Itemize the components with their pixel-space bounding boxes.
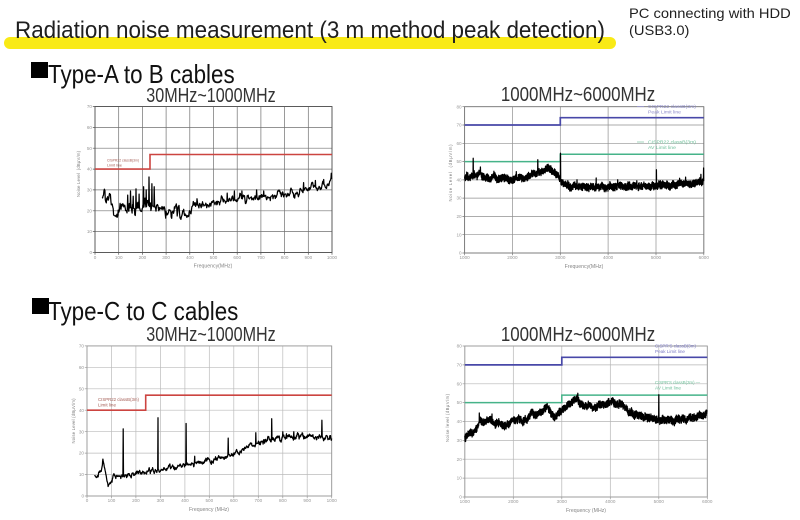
svg-text:30: 30 bbox=[79, 429, 85, 434]
svg-text:60: 60 bbox=[457, 381, 463, 386]
svg-text:60: 60 bbox=[456, 141, 462, 146]
svg-text:30: 30 bbox=[456, 196, 462, 201]
svg-text:4000: 4000 bbox=[603, 255, 614, 260]
svg-text:500: 500 bbox=[210, 255, 218, 260]
svg-text:10: 10 bbox=[79, 472, 85, 477]
svg-text:1000: 1000 bbox=[460, 499, 471, 504]
svg-text:0: 0 bbox=[86, 498, 89, 503]
svg-text:70: 70 bbox=[79, 344, 85, 349]
svg-text:70: 70 bbox=[87, 104, 93, 109]
svg-text:AV Limit line: AV Limit line bbox=[648, 145, 676, 151]
svg-text:Frequency (MHz): Frequency (MHz) bbox=[566, 508, 606, 514]
svg-text:CISPR22 classB(3m): CISPR22 classB(3m) bbox=[107, 158, 140, 163]
svg-text:20: 20 bbox=[456, 214, 462, 219]
svg-text:200: 200 bbox=[139, 255, 147, 260]
svg-text:50: 50 bbox=[456, 159, 462, 164]
svg-text:30: 30 bbox=[457, 438, 463, 443]
svg-text:700: 700 bbox=[254, 498, 262, 503]
svg-text:30: 30 bbox=[87, 188, 93, 193]
svg-text:6000: 6000 bbox=[702, 499, 713, 504]
svg-text:0: 0 bbox=[89, 250, 92, 255]
svg-text:0: 0 bbox=[81, 494, 84, 499]
svg-text:5000: 5000 bbox=[651, 255, 662, 260]
svg-text:3000: 3000 bbox=[557, 499, 568, 504]
svg-text:Frequency(MHz): Frequency(MHz) bbox=[565, 264, 604, 270]
svg-text:4000: 4000 bbox=[605, 499, 616, 504]
svg-text:CISPR'S classB(3m): CISPR'S classB(3m) bbox=[655, 344, 696, 349]
svg-text:Noise Level (dBμV/m): Noise Level (dBμV/m) bbox=[448, 144, 453, 202]
svg-text:Peak Limit line: Peak Limit line bbox=[648, 110, 681, 116]
svg-text:10: 10 bbox=[87, 229, 93, 234]
svg-text:10: 10 bbox=[457, 476, 463, 481]
svg-text:0: 0 bbox=[459, 251, 462, 256]
svg-text:50: 50 bbox=[457, 400, 463, 405]
svg-text:CISPR'S classB(3m) —: CISPR'S classB(3m) — bbox=[655, 380, 700, 385]
svg-text:400: 400 bbox=[186, 255, 194, 260]
svg-text:50: 50 bbox=[87, 146, 93, 151]
svg-text:Limit line: Limit line bbox=[107, 163, 122, 168]
svg-text:Peak Limit line: Peak Limit line bbox=[655, 349, 686, 354]
svg-text:60: 60 bbox=[87, 125, 93, 130]
svg-text:900: 900 bbox=[304, 255, 312, 260]
svg-text:Noise level (dBμV/m): Noise level (dBμV/m) bbox=[445, 393, 450, 442]
svg-text:300: 300 bbox=[157, 498, 165, 503]
svg-text:200: 200 bbox=[132, 498, 140, 503]
svg-text:60: 60 bbox=[79, 365, 85, 370]
svg-text:500: 500 bbox=[205, 498, 213, 503]
svg-text:100: 100 bbox=[108, 498, 116, 503]
svg-text:600: 600 bbox=[233, 255, 241, 260]
svg-text:1000: 1000 bbox=[327, 255, 338, 260]
svg-text:CISPR22 classB(3m): CISPR22 classB(3m) bbox=[648, 140, 696, 146]
svg-text:1000: 1000 bbox=[327, 498, 338, 503]
svg-text:80: 80 bbox=[457, 344, 463, 349]
svg-text:0: 0 bbox=[459, 495, 462, 500]
svg-text:Limit line: Limit line bbox=[98, 403, 117, 408]
svg-text:50: 50 bbox=[79, 386, 85, 391]
svg-text:40: 40 bbox=[87, 167, 93, 172]
svg-text:40: 40 bbox=[457, 419, 463, 424]
svg-text:300: 300 bbox=[162, 255, 170, 260]
svg-text:400: 400 bbox=[181, 498, 189, 503]
svg-text:20: 20 bbox=[87, 208, 93, 213]
svg-text:800: 800 bbox=[281, 255, 289, 260]
svg-text:6000: 6000 bbox=[699, 255, 710, 260]
svg-text:5000: 5000 bbox=[654, 499, 665, 504]
svg-text:70: 70 bbox=[456, 123, 462, 128]
svg-text:80: 80 bbox=[456, 104, 462, 109]
svg-text:20: 20 bbox=[457, 457, 463, 462]
svg-text:700: 700 bbox=[257, 255, 265, 260]
svg-text:100: 100 bbox=[115, 255, 123, 260]
svg-text:1000: 1000 bbox=[459, 255, 470, 260]
svg-text:900: 900 bbox=[303, 498, 311, 503]
svg-text:40: 40 bbox=[79, 408, 85, 413]
svg-text:Noise Level (dBμV/m): Noise Level (dBμV/m) bbox=[76, 150, 81, 197]
svg-text:20: 20 bbox=[79, 451, 85, 456]
svg-text:600: 600 bbox=[230, 498, 238, 503]
svg-text:40: 40 bbox=[456, 177, 462, 182]
svg-text:2000: 2000 bbox=[508, 499, 519, 504]
svg-text:Frequency(MHz): Frequency(MHz) bbox=[194, 264, 233, 270]
svg-text:Frequency (MHz): Frequency (MHz) bbox=[189, 507, 229, 513]
svg-text:3000: 3000 bbox=[555, 255, 566, 260]
svg-text:0: 0 bbox=[94, 255, 97, 260]
svg-text:CISPR22 classB(3m): CISPR22 classB(3m) bbox=[648, 104, 696, 110]
svg-text:800: 800 bbox=[279, 498, 287, 503]
svg-text:70: 70 bbox=[457, 363, 463, 368]
svg-text:CISPR22 classB(3m): CISPR22 classB(3m) bbox=[98, 397, 140, 402]
svg-text:Noise Level (dBμV/m): Noise Level (dBμV/m) bbox=[71, 398, 76, 444]
svg-text:AV Limit line: AV Limit line bbox=[655, 386, 682, 391]
svg-text:2000: 2000 bbox=[507, 255, 518, 260]
svg-text:10: 10 bbox=[456, 232, 462, 237]
